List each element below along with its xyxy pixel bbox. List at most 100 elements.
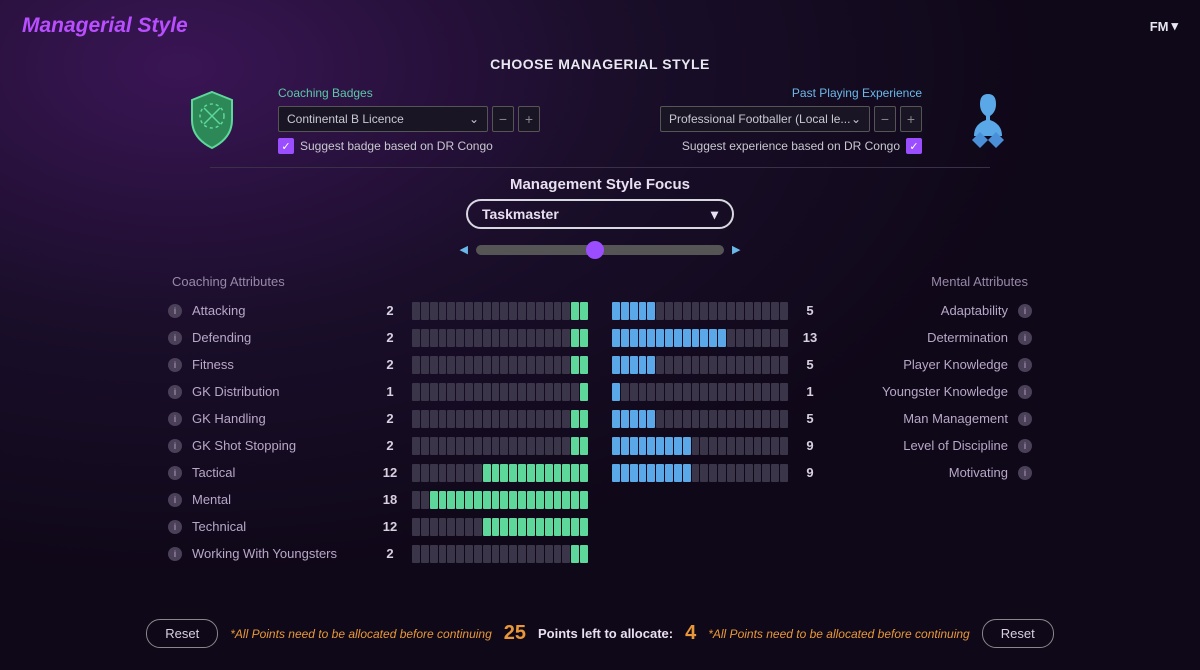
info-icon[interactable]: i [1018,331,1032,345]
attr-bar-segment [536,491,544,509]
fm-menu-button[interactable]: FM ▾ [1150,18,1178,34]
badge-plus-button[interactable]: + [518,106,540,132]
info-icon[interactable]: i [168,493,182,507]
slider-left-arrow[interactable]: ◀ [460,243,468,256]
focus-slider-track[interactable] [476,245,724,255]
info-icon[interactable]: i [1018,439,1032,453]
attr-bar[interactable] [612,410,788,428]
attr-name: GK Handling [192,411,368,426]
attr-bar[interactable] [412,410,588,428]
info-icon[interactable]: i [168,358,182,372]
attr-bar[interactable] [612,356,788,374]
attr-bar[interactable] [612,329,788,347]
attr-bar-segment [780,302,788,320]
attr-bar-segment [692,329,700,347]
attr-bar-segment [621,356,629,374]
attr-row: iWorking With Youngsters2 [168,540,588,567]
info-icon[interactable]: i [168,385,182,399]
attr-bar[interactable] [412,518,588,536]
focus-slider-thumb[interactable] [586,241,604,259]
attr-bar[interactable] [412,356,588,374]
attr-bar-segment [500,356,508,374]
attr-bar[interactable] [612,383,788,401]
attr-bar-segment [780,356,788,374]
attr-bar[interactable] [612,302,788,320]
attr-row: iYoungster Knowledge1 [612,378,1032,405]
info-icon[interactable]: i [1018,358,1032,372]
attr-bar-segment [580,383,588,401]
exp-plus-button[interactable]: + [900,106,922,132]
attr-bar-segment [554,437,562,455]
attr-bar-segment [456,545,464,563]
attr-bar-segment [536,464,544,482]
info-icon[interactable]: i [168,412,182,426]
exp-minus-button[interactable]: − [874,106,896,132]
attr-bar[interactable] [412,329,588,347]
attr-bar-segment [545,356,553,374]
attr-name: Youngster Knowledge [832,384,1008,399]
attr-bar-segment [545,491,553,509]
attr-bar-segment [674,383,682,401]
attr-bar-segment [430,518,438,536]
exp-suggest-checkbox[interactable]: ✓ [906,138,922,154]
past-experience-controls: Professional Footballer (Local le... ⌄ −… [660,106,922,132]
info-icon[interactable]: i [1018,466,1032,480]
attr-bar[interactable] [412,383,588,401]
attr-bar-segment [665,410,673,428]
attr-bar-segment [456,356,464,374]
attr-bar-segment [518,491,526,509]
attr-bar-segment [456,491,464,509]
attr-bar-segment [656,410,664,428]
footer-warn-right: *All Points need to be allocated before … [708,627,970,641]
attr-bar-segment [580,464,588,482]
info-icon[interactable]: i [1018,385,1032,399]
exp-suggest-label: Suggest experience based on DR Congo [682,139,900,153]
attr-bar-segment [554,383,562,401]
coaching-attrs-header: Coaching Attributes [168,274,588,289]
info-icon[interactable]: i [1018,412,1032,426]
attr-bar[interactable] [412,545,588,563]
attr-row: iFitness2 [168,351,588,378]
slider-right-arrow[interactable]: ▶ [732,243,740,256]
info-icon[interactable]: i [168,331,182,345]
attr-bar[interactable] [612,437,788,455]
attr-bar[interactable] [412,302,588,320]
coaching-badges-dropdown[interactable]: Continental B Licence ⌄ [278,106,488,132]
attr-bar-segment [483,410,491,428]
info-icon[interactable]: i [168,547,182,561]
attr-bar-segment [456,410,464,428]
attr-bar[interactable] [412,491,588,509]
attr-bar-segment [762,356,770,374]
attr-bar-segment [562,545,570,563]
attr-bar-segment [465,491,473,509]
attr-bar-segment [554,491,562,509]
attr-bar[interactable] [412,437,588,455]
attr-bar-segment [692,437,700,455]
info-icon[interactable]: i [168,304,182,318]
info-icon[interactable]: i [168,520,182,534]
badge-minus-button[interactable]: − [492,106,514,132]
info-icon[interactable]: i [1018,304,1032,318]
attr-bar-segment [700,383,708,401]
attr-name: Working With Youngsters [192,546,368,561]
attr-bar-segment [780,437,788,455]
past-experience-dropdown[interactable]: Professional Footballer (Local le... ⌄ [660,106,870,132]
attr-bar-segment [430,329,438,347]
attr-bar-segment [580,410,588,428]
attr-bar-segment [692,383,700,401]
info-icon[interactable]: i [168,466,182,480]
focus-dropdown[interactable]: Taskmaster ▾ [466,199,734,229]
attr-bar-segment [527,518,535,536]
attr-bar-segment [571,410,579,428]
reset-coaching-button[interactable]: Reset [146,619,218,648]
badge-suggest-checkbox[interactable]: ✓ [278,138,294,154]
attr-bar-segment [771,302,779,320]
attr-bar-segment [771,464,779,482]
attr-bar-segment [456,302,464,320]
info-icon[interactable]: i [168,439,182,453]
attr-bar[interactable] [412,464,588,482]
attr-bar-segment [683,356,691,374]
attr-bar[interactable] [612,464,788,482]
reset-mental-button[interactable]: Reset [982,619,1054,648]
attr-bar-segment [500,464,508,482]
